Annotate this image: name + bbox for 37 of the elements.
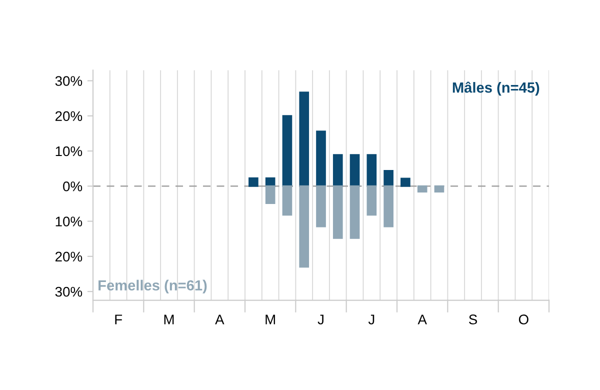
- bar: [299, 92, 310, 187]
- text: Femelles (n=61): [98, 280, 207, 294]
- bar: [282, 115, 292, 187]
- x-tick-label: J: [318, 314, 324, 324]
- bar: [417, 185, 428, 192]
- bar: [316, 185, 326, 228]
- y-tick-label: 10%: [56, 146, 82, 156]
- bar: [384, 185, 394, 228]
- bar: [384, 170, 394, 187]
- bar: [332, 185, 343, 239]
- x-tick-label: O: [518, 314, 528, 324]
- bar: [332, 154, 343, 187]
- y-tick-label: 20%: [55, 111, 82, 122]
- bar: [400, 178, 410, 187]
- x-tick-label: A: [215, 314, 224, 324]
- bar: [316, 130, 326, 187]
- x-tick-label: S: [469, 314, 477, 324]
- x-tick-label: F: [115, 314, 122, 324]
- bar: [366, 185, 377, 216]
- x-tick-label: A: [418, 314, 427, 324]
- bar: [265, 185, 276, 204]
- x-tick-label: J: [368, 314, 374, 324]
- bar: [282, 185, 292, 216]
- y-tick-label: 10%: [56, 216, 82, 226]
- bar: [434, 185, 444, 192]
- x-tick-label: M: [266, 314, 275, 324]
- text: Mâles (n=45): [452, 82, 540, 96]
- y-tick-label: 0%: [63, 181, 82, 192]
- x-tick-label: M: [164, 314, 174, 324]
- bar: [366, 154, 377, 187]
- bar: [350, 185, 360, 239]
- bar: [299, 185, 310, 268]
- y-tick-label: 20%: [55, 252, 82, 262]
- y-tick-label: 30%: [55, 76, 82, 86]
- bar: [248, 177, 258, 187]
- bar: [350, 154, 360, 187]
- y-tick-label: 30%: [55, 286, 82, 297]
